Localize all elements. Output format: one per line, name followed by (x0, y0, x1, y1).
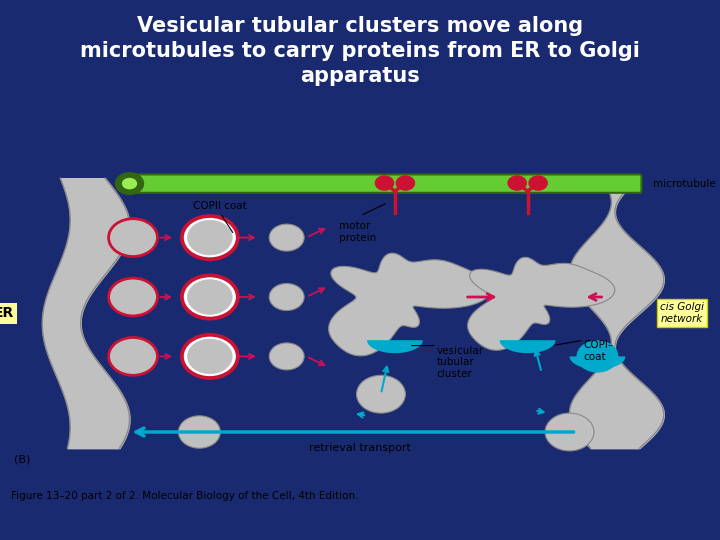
Circle shape (109, 338, 158, 375)
Text: (B): (B) (14, 454, 31, 464)
Circle shape (179, 416, 220, 448)
Polygon shape (570, 356, 626, 369)
Circle shape (109, 278, 158, 316)
Polygon shape (328, 253, 491, 356)
Circle shape (187, 339, 232, 374)
Circle shape (182, 335, 238, 378)
Circle shape (375, 176, 394, 190)
Text: COPI–
coat: COPI– coat (583, 340, 613, 362)
Circle shape (545, 413, 594, 451)
Circle shape (182, 275, 238, 319)
Circle shape (508, 176, 526, 190)
Text: retrieval transport: retrieval transport (309, 443, 411, 453)
Polygon shape (367, 340, 423, 353)
Circle shape (396, 176, 415, 190)
Circle shape (182, 216, 238, 259)
Circle shape (187, 280, 232, 314)
Text: Figure 13–20 part 2 of 2. Molecular Biology of the Cell, 4th Edition.: Figure 13–20 part 2 of 2. Molecular Biol… (11, 491, 359, 502)
Circle shape (269, 343, 304, 370)
Circle shape (109, 219, 158, 256)
FancyBboxPatch shape (127, 174, 642, 193)
Circle shape (577, 340, 618, 373)
Text: Vesicular tubular clusters move along
microtubules to carry proteins from ER to : Vesicular tubular clusters move along mi… (80, 16, 640, 86)
Text: microtubule: microtubule (653, 179, 716, 188)
Circle shape (121, 177, 138, 190)
Circle shape (187, 220, 232, 255)
Text: cis Golgi
network: cis Golgi network (660, 302, 704, 324)
Text: vesicular
tubular
cluster: vesicular tubular cluster (437, 346, 484, 379)
Circle shape (356, 375, 405, 413)
Circle shape (269, 224, 304, 251)
Circle shape (116, 173, 143, 194)
Polygon shape (467, 258, 615, 350)
Circle shape (529, 176, 547, 190)
Circle shape (269, 284, 304, 310)
Text: ER: ER (0, 306, 14, 320)
Polygon shape (500, 340, 556, 353)
Text: COPII coat: COPII coat (194, 200, 247, 211)
Text: motor
protein: motor protein (339, 221, 377, 243)
